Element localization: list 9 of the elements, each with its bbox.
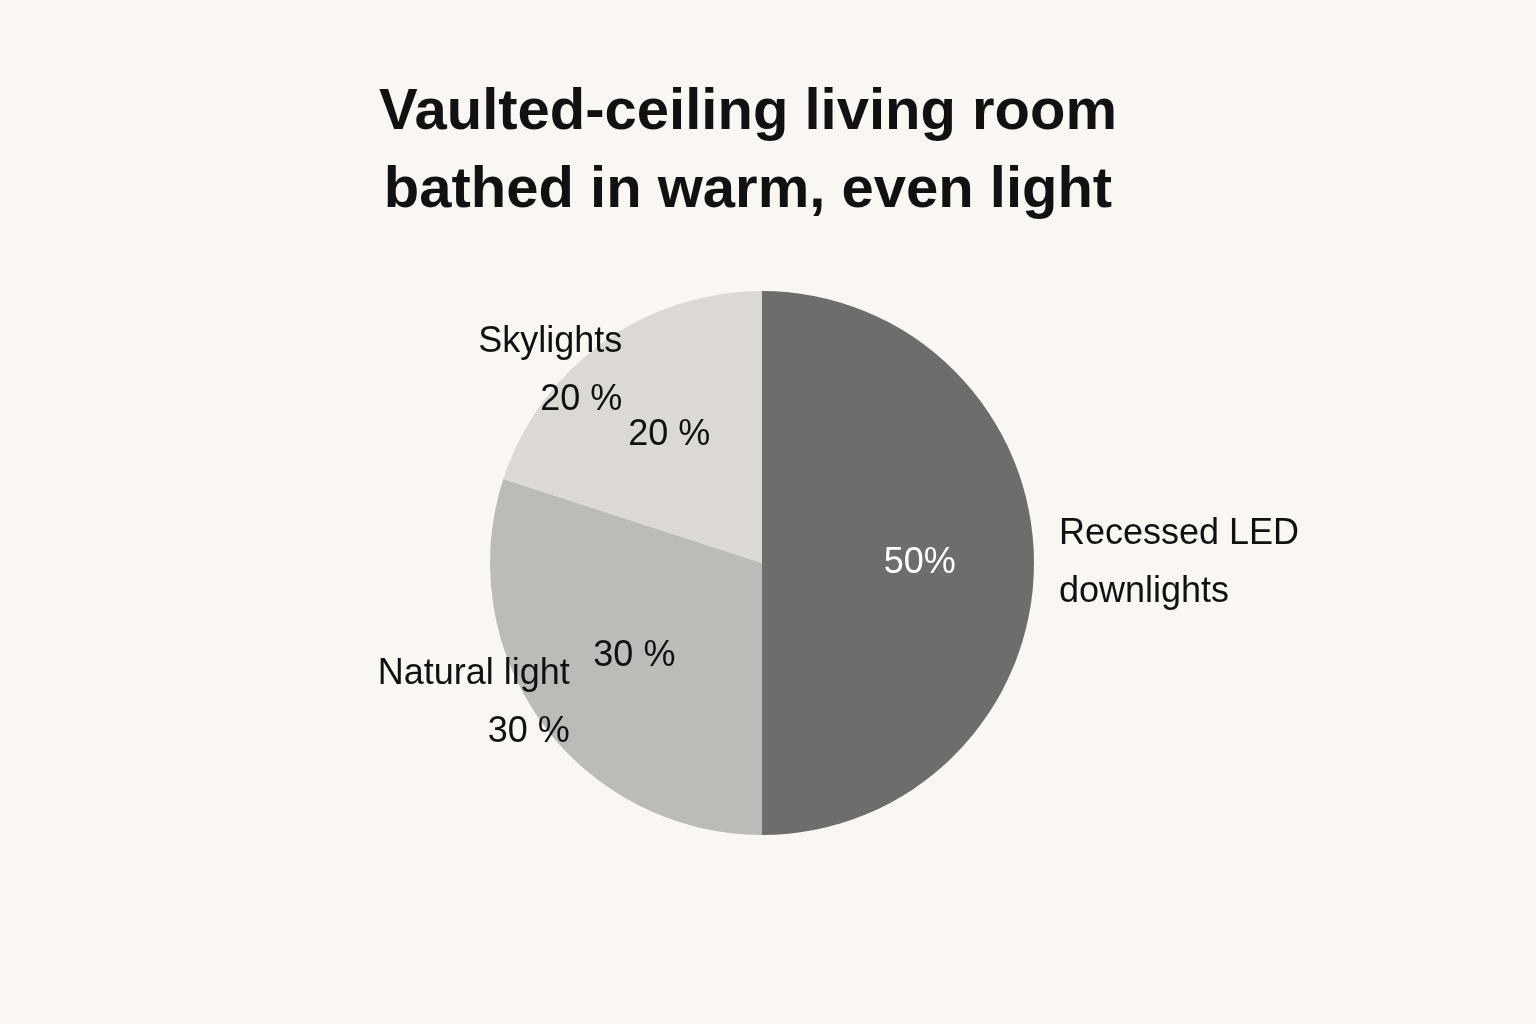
data-label: 30 % [593, 632, 676, 674]
slice-label: Recessed LED downlights [1059, 510, 1300, 610]
text: 20 % [540, 376, 623, 418]
data-label: 50% [883, 539, 956, 581]
slice-label: Natural light [377, 650, 570, 692]
slice-label: Skylights [478, 318, 623, 360]
text: 30 % [487, 708, 570, 750]
chart-title: Vaulted-ceiling living room bathed in warm, even light [378, 75, 1118, 221]
data-label: 20 % [628, 412, 711, 454]
